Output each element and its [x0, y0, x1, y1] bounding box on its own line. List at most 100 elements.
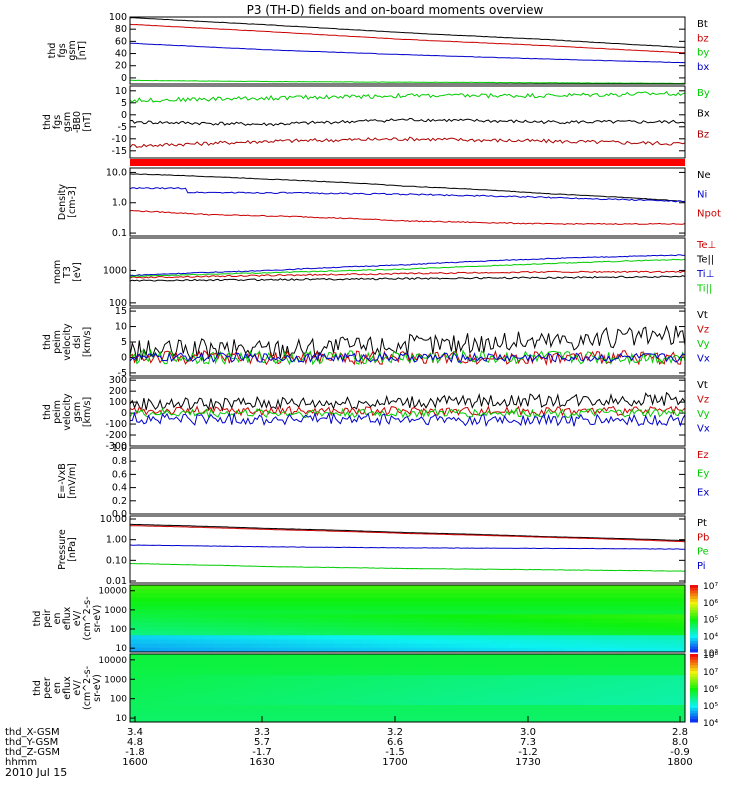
heatmap-cell: [148, 643, 159, 649]
heatmap-cell: [481, 622, 492, 628]
heatmap-cell: [564, 585, 575, 590]
heatmap-cell: [601, 610, 612, 615]
heatmap-cell: [407, 610, 418, 615]
heatmap-cell: [361, 683, 371, 689]
heatmap-cell: [222, 639, 233, 645]
heatmap-cell: [157, 647, 168, 653]
x-tick-label: 1730: [515, 757, 540, 768]
heatmap-cell: [592, 601, 603, 607]
heatmap-cell: [555, 683, 566, 689]
heatmap-cell: [167, 597, 177, 603]
heatmap-cell: [648, 610, 658, 615]
heatmap-cell: [324, 662, 334, 668]
heatmap-cell: [555, 688, 566, 693]
x-tick-label: 1800: [667, 757, 692, 768]
y-tick-label: 1000: [103, 265, 127, 276]
heatmap-cell: [537, 713, 547, 719]
heatmap-cell: [231, 717, 242, 723]
heatmap-cell: [675, 639, 686, 645]
y-tick-label: 0.8: [112, 456, 127, 467]
heatmap-cell: [426, 683, 436, 689]
heatmap-cell: [435, 709, 445, 714]
heatmap-cell: [361, 696, 371, 702]
heatmap-cell: [620, 688, 630, 693]
heatmap-cell: [620, 692, 630, 697]
heatmap-cell: [130, 614, 140, 619]
heatmap-cell: [463, 692, 473, 697]
heatmap-cell: [241, 679, 251, 685]
separator-bar: [130, 159, 685, 166]
heatmap-cell: [472, 605, 482, 611]
heatmap-cell: [481, 605, 492, 611]
heatmap-cell: [222, 692, 233, 697]
heatmap-cell: [130, 709, 140, 714]
heatmap-cell: [500, 717, 510, 723]
y-tick-label: 1000: [104, 675, 127, 685]
heatmap-cell: [194, 705, 205, 710]
heatmap-cell: [638, 713, 649, 719]
colorbar-step: [690, 656, 698, 661]
heatmap-cell: [657, 639, 667, 645]
heatmap-cell: [638, 662, 649, 668]
heatmap-cell: [555, 654, 566, 659]
heatmap-cell: [675, 705, 686, 710]
heatmap-cell: [453, 654, 464, 659]
heatmap-cell: [157, 688, 168, 693]
heatmap-cell: [361, 688, 371, 693]
heatmap-cell: [546, 635, 556, 640]
heatmap-cell: [324, 709, 334, 714]
heatmap-cell: [222, 597, 233, 603]
heatmap-cell: [278, 654, 288, 659]
heatmap-cell: [601, 643, 612, 649]
heatmap-cell: [379, 585, 390, 590]
y-axis-label: thdpeimvelocitydsl[km/s]: [42, 323, 93, 361]
heatmap-cell: [361, 692, 371, 697]
heatmap-cell: [574, 717, 584, 723]
heatmap-cell: [426, 675, 436, 680]
heatmap-cell: [518, 700, 529, 706]
heatmap-cell: [546, 692, 556, 697]
heatmap-cell: [407, 622, 418, 628]
heatmap-cell: [287, 622, 297, 628]
heatmap-cell: [398, 626, 408, 632]
heatmap-cell: [435, 713, 445, 719]
heatmap-cell: [333, 700, 344, 706]
heatmap-cell: [324, 692, 334, 697]
heatmap-cell: [204, 679, 214, 685]
heatmap-cell: [194, 585, 205, 590]
heatmap-cell: [389, 614, 399, 619]
heatmap-cell: [259, 614, 270, 619]
heatmap-cell: [648, 658, 658, 663]
heatmap-cell: [453, 614, 464, 619]
heatmap-cell: [416, 679, 427, 685]
heatmap-cell: [315, 593, 325, 599]
heatmap-cell: [305, 654, 316, 659]
heatmap-cell: [583, 696, 593, 702]
heatmap-cell: [241, 658, 251, 663]
y-tick-label: 10.0: [106, 167, 127, 178]
heatmap-cell: [481, 688, 492, 693]
heatmap-cell: [416, 658, 427, 663]
heatmap-cell: [444, 589, 455, 594]
heatmap-cell: [518, 589, 529, 594]
heatmap-cell: [500, 654, 510, 659]
heatmap-cell: [176, 654, 186, 659]
heatmap-cell: [629, 622, 640, 628]
heatmap-cell: [342, 614, 353, 619]
heatmap-cell: [259, 679, 270, 685]
heatmap-cell: [407, 589, 418, 594]
heatmap-cell: [444, 654, 455, 659]
heatmap-cell: [463, 614, 473, 619]
heatmap-cell: [500, 639, 510, 645]
heatmap-cell: [490, 679, 501, 685]
heatmap-cell: [305, 675, 316, 680]
heatmap-cell: [592, 671, 603, 676]
heatmap-cell: [537, 683, 547, 689]
y-tick-label: -200: [105, 430, 127, 441]
heatmap-cell: [176, 717, 186, 723]
heatmap-cell: [629, 647, 640, 653]
heatmap-cell: [481, 585, 492, 590]
heatmap-cell: [250, 618, 260, 624]
heatmap-cell: [638, 626, 649, 632]
heatmap-cell: [601, 589, 612, 594]
